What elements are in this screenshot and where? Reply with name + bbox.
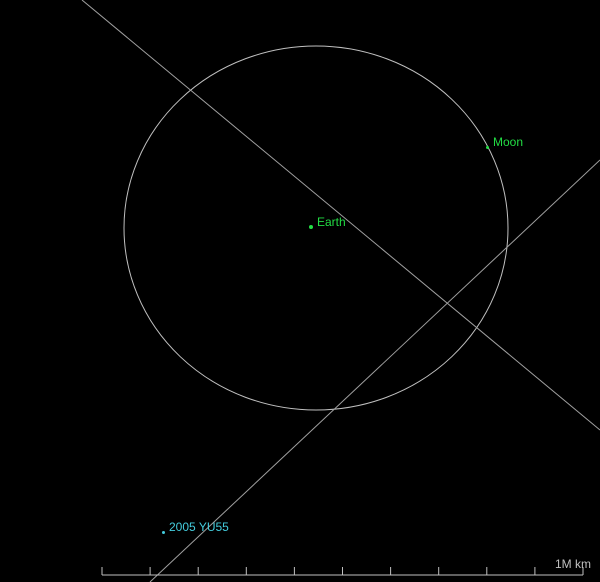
moon-label: Moon (493, 135, 523, 149)
earth-label: Earth (317, 215, 346, 229)
trajectory-line-2 (150, 160, 600, 582)
asteroid-label: 2005 YU55 (169, 520, 229, 534)
orbital-diagram (0, 0, 600, 582)
asteroid-dot (162, 531, 165, 534)
moon-dot (486, 146, 489, 149)
earth-dot (309, 225, 313, 229)
scale-bar (102, 567, 583, 575)
moon-orbit (124, 46, 508, 410)
scale-label: 1M km (555, 557, 591, 571)
